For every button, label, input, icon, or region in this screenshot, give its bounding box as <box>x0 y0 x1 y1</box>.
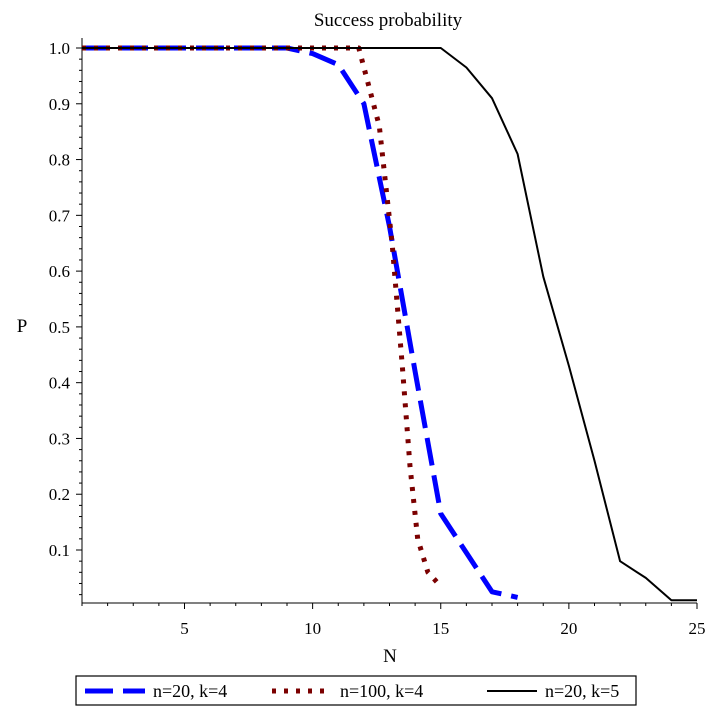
y-tick-label: 0.7 <box>49 206 71 225</box>
y-tick-label: 0.8 <box>49 151 70 170</box>
y-tick-label: 0.1 <box>49 541 70 560</box>
x-tick-label: 20 <box>560 619 577 638</box>
series-layer <box>82 45 697 602</box>
series-line-3 <box>82 47 697 602</box>
x-tick-label: 15 <box>432 619 449 638</box>
x-tick-label: 25 <box>689 619 706 638</box>
series-line-1 <box>82 45 519 600</box>
chart-title: Success probability <box>314 10 463 31</box>
legend: n=20, k=4 n=100, k=4 n=20, k=5 <box>75 675 637 706</box>
x-axis-ticks: 5 10 15 20 25 <box>81 603 706 638</box>
y-tick-label: 0.6 <box>49 262 70 281</box>
y-tick-label: 0.5 <box>49 318 70 337</box>
legend-box <box>75 675 637 706</box>
x-tick-label: 5 <box>180 619 189 638</box>
y-tick-label: 0.4 <box>49 374 71 393</box>
y-axis-label: P <box>17 316 28 337</box>
y-tick-label: 0.9 <box>49 95 70 114</box>
series-line-2 <box>82 45 443 588</box>
x-axis-label: N <box>383 646 397 667</box>
y-tick-label: 1.0 <box>49 39 70 58</box>
axes <box>81 38 697 604</box>
legend-label-1: n=20, k=4 <box>153 681 227 701</box>
y-axis-ticks: 0.1 0.2 0.3 0.4 0.5 0.6 0.7 0.8 0.9 1.0 <box>49 39 82 596</box>
y-tick-label: 0.2 <box>49 485 70 504</box>
legend-label-2: n=100, k=4 <box>340 681 423 701</box>
legend-label-3: n=20, k=5 <box>545 681 619 701</box>
x-tick-label: 10 <box>304 619 321 638</box>
y-tick-label: 0.3 <box>49 429 70 448</box>
